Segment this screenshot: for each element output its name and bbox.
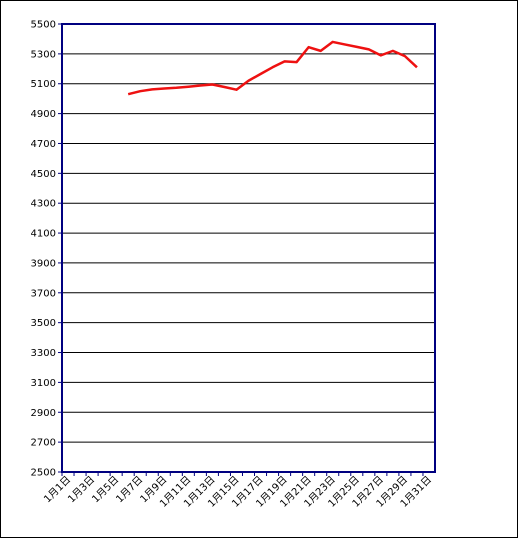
y-tick-label: 4500 (31, 169, 56, 180)
plot-area (62, 24, 435, 472)
y-tick-label: 3900 (31, 258, 56, 269)
y-tick-label: 5500 (31, 20, 56, 31)
y-tick-label: 4300 (31, 199, 56, 210)
y-tick-label: 2900 (31, 408, 56, 419)
y-tick-label: 4700 (31, 139, 56, 150)
y-tick-label: 4900 (31, 109, 56, 120)
plot-border (61, 23, 436, 473)
y-tick-label: 3100 (31, 378, 56, 389)
y-tick-label: 5100 (31, 79, 56, 90)
data-line (127, 40, 418, 96)
y-tick-label: 2500 (31, 468, 56, 479)
y-tick-label: 2700 (31, 438, 56, 449)
y-tick-label: 3300 (31, 348, 56, 359)
y-tick-label: 3700 (31, 288, 56, 299)
y-tick-label: 3500 (31, 318, 56, 329)
y-tick-label: 4100 (31, 229, 56, 240)
y-tick-label: 5300 (31, 49, 56, 60)
